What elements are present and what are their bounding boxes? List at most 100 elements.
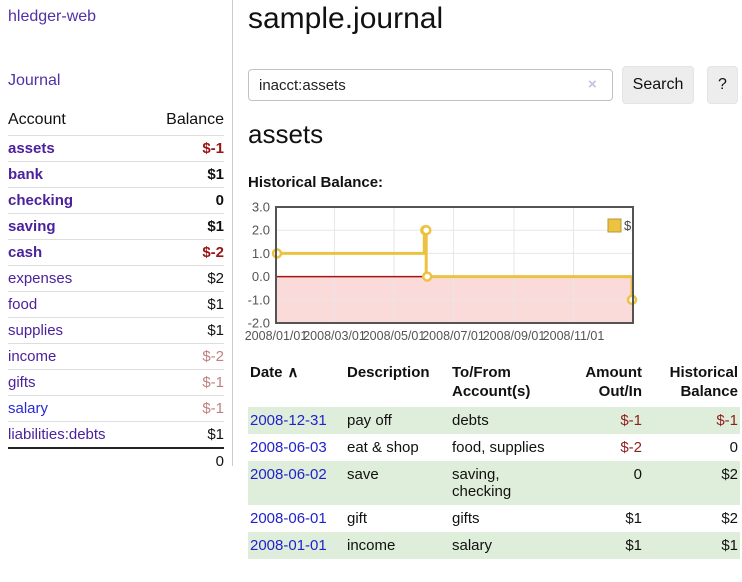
account-balance: $1: [143, 317, 224, 344]
transaction-row: 2008-12-31 pay off debts $-1 $-1: [248, 407, 740, 434]
account-balance: $1: [143, 161, 224, 188]
y-tick-label: 2.0: [252, 223, 270, 238]
account-row: income $-2: [8, 343, 224, 370]
data-point-marker: [421, 271, 433, 282]
account-row: expenses $2: [8, 265, 224, 292]
account-link-food[interactable]: food: [8, 296, 38, 313]
x-tick-label: 2008/01/01: [245, 329, 308, 343]
description-cell: gift: [347, 510, 368, 527]
account-link-supplies[interactable]: supplies: [8, 322, 64, 339]
account-cell: saving: [8, 213, 144, 240]
account-balance: $1: [143, 421, 224, 448]
account-cell: assets: [8, 135, 144, 162]
x-tick-label: 2008/03/01: [303, 329, 366, 343]
account-cell: supplies: [8, 317, 144, 344]
account-cell: gifts: [8, 369, 144, 396]
account-cell: expenses: [8, 265, 144, 292]
x-tick-label: 2008/11/01: [543, 329, 605, 343]
account-link-expenses[interactable]: expenses: [8, 270, 73, 287]
transaction-date-link[interactable]: 2008-06-01: [250, 510, 327, 527]
account-cell: liabilities:debts: [8, 421, 144, 448]
date-cell: 2008-06-01: [248, 505, 345, 532]
account-link-saving[interactable]: saving: [8, 218, 56, 235]
account-row: saving $1: [8, 213, 224, 240]
balance-cell: $2: [721, 466, 738, 483]
date-cell: 2008-06-02: [248, 461, 345, 505]
search-input[interactable]: [248, 69, 613, 101]
y-tick-label: 0.0: [252, 269, 270, 284]
data-point-marker: [420, 224, 432, 236]
balance-cell: 0: [729, 439, 738, 456]
account-balance: $1: [143, 213, 224, 240]
account-link-salary[interactable]: salary: [8, 400, 49, 417]
account-cell: cash: [8, 239, 144, 266]
account-link-liabilities-debts[interactable]: liabilities:debts: [8, 426, 106, 443]
y-tick-label: 3.0: [252, 200, 270, 215]
transaction-date-link[interactable]: 2008-12-31: [250, 412, 327, 429]
account-balance: 0: [143, 187, 224, 214]
date-cell: 2008-01-01: [248, 532, 345, 559]
account-balance: $-1: [143, 135, 224, 162]
date-column-header[interactable]: Date ∧: [250, 364, 299, 381]
description-cell: save: [347, 466, 379, 483]
legend-label: $: [624, 218, 632, 233]
account-row: assets $-1: [8, 135, 224, 162]
amount-cell: $-2: [620, 439, 642, 456]
sort-ascending-icon: ∧: [287, 364, 299, 381]
transaction-row: 2008-06-03 eat & shop food, supplies $-2 0: [248, 434, 740, 461]
date-cell: 2008-06-03: [248, 434, 345, 461]
accounts-balance-table: Account Balance assets $-1 bank $1 checking 0…: [8, 109, 224, 474]
main-content: sample.journal × Search ? assets Histori…: [245, 0, 742, 582]
account-cell: salary: [8, 395, 144, 422]
account-balance: $-1: [143, 395, 224, 422]
balance-cell: $1: [721, 537, 738, 554]
account-cell: income: [8, 343, 144, 370]
transaction-row: 2008-01-01 income salary $1 $1: [248, 532, 740, 559]
register-table: Date ∧ Description To/From Account(s) Amo…: [248, 361, 740, 559]
tofrom-accounts-cell: gifts: [452, 510, 480, 527]
account-link-assets[interactable]: assets: [8, 140, 55, 157]
amount-cell: $-1: [620, 412, 642, 429]
accounts-total-row: 0: [8, 447, 224, 474]
y-tick-label: 1.0: [252, 246, 270, 261]
legend-swatch: [607, 218, 622, 233]
account-column-header: Account: [8, 111, 66, 128]
account-row: salary $-1: [8, 395, 224, 422]
date-cell: 2008-12-31: [248, 407, 345, 434]
account-link-cash[interactable]: cash: [8, 244, 43, 261]
account-heading: assets: [248, 119, 324, 149]
transaction-date-link[interactable]: 2008-06-03: [250, 439, 327, 456]
search-button[interactable]: Search: [622, 66, 694, 104]
account-link-bank[interactable]: bank: [8, 166, 44, 183]
account-cell: food: [8, 291, 144, 318]
accounts-total-value: 0: [143, 447, 224, 474]
x-tick-label: 2008/05/01: [363, 329, 426, 343]
tofrom-column-header: To/From Account(s): [452, 364, 531, 400]
app-title-link[interactable]: hledger-web: [8, 8, 97, 25]
chart-title: Historical Balance:: [248, 174, 384, 191]
tofrom-accounts-cell: saving, checking: [452, 466, 512, 500]
account-cell: checking: [8, 187, 144, 214]
account-row: cash $-2: [8, 239, 224, 266]
account-row: liabilities:debts $1: [8, 421, 224, 448]
tofrom-accounts-cell: salary: [452, 537, 493, 554]
search-help-button[interactable]: ?: [707, 66, 738, 104]
account-balance: $-2: [143, 343, 224, 370]
account-balance: $-2: [143, 239, 224, 266]
account-link-gifts[interactable]: gifts: [8, 374, 36, 391]
amount-cell: $1: [625, 510, 642, 527]
account-balance: $1: [143, 291, 224, 318]
accounts-table-header-row: Account Balance: [8, 109, 224, 136]
transaction-date-link[interactable]: 2008-01-01: [250, 537, 327, 554]
description-cell: income: [347, 537, 396, 554]
description-cell: eat & shop: [347, 439, 419, 456]
clear-search-icon[interactable]: ×: [588, 76, 597, 93]
historical-balance-chart: 3.0 2.0 1.0 0.0 -1.0 -2.02008/01/012008/03/01…: [245, 200, 638, 343]
account-link-checking[interactable]: checking: [8, 192, 74, 209]
sidebar-item-journal[interactable]: Journal: [8, 72, 61, 89]
transaction-date-link[interactable]: 2008-06-02: [250, 466, 327, 483]
account-link-income[interactable]: income: [8, 348, 57, 365]
account-row: bank $1: [8, 161, 224, 188]
register-header-row: Date ∧ Description To/From Account(s) Amo…: [248, 361, 740, 407]
